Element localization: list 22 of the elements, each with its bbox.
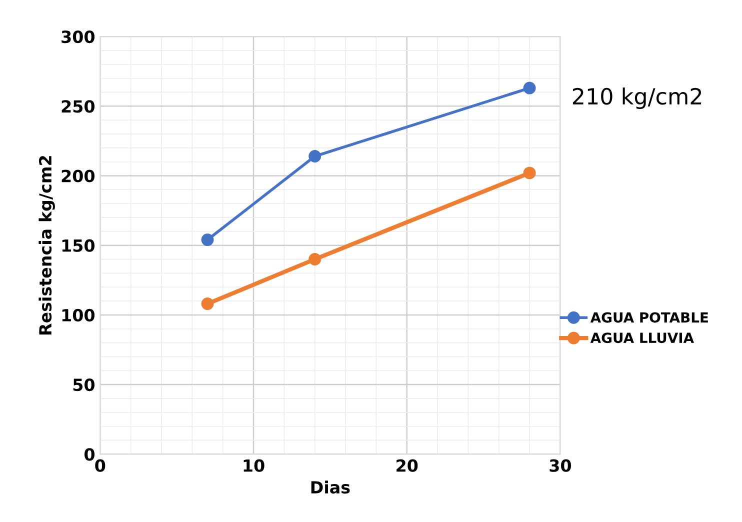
y-tick-label: 300 bbox=[62, 30, 95, 44]
x-tick-label: 0 bbox=[95, 459, 106, 472]
point bbox=[201, 298, 214, 310]
y-axis-title: Resistencia kg/cm2 bbox=[38, 156, 55, 335]
y-tick-label: 150 bbox=[62, 239, 95, 252]
x-tick-label: 30 bbox=[550, 459, 572, 472]
text: 210 kg/cm2 bbox=[572, 88, 702, 110]
y-tick-label: 200 bbox=[62, 170, 95, 182]
y-tick-label: 100 bbox=[62, 308, 95, 322]
legend-label: AGUA POTABLE bbox=[590, 312, 708, 323]
point bbox=[523, 82, 536, 94]
x-tick-label: 10 bbox=[244, 459, 264, 472]
y-tick-label: 50 bbox=[73, 378, 95, 392]
point bbox=[201, 234, 214, 246]
x-tick-label: 20 bbox=[396, 459, 418, 472]
y-tick-label: 0 bbox=[84, 448, 95, 461]
point bbox=[308, 150, 322, 162]
y-tick-label: 250 bbox=[62, 100, 95, 113]
legend-label: AGUA LLUVIA bbox=[590, 332, 694, 344]
point bbox=[523, 166, 536, 180]
x-axis-title: Dias bbox=[311, 480, 350, 494]
point bbox=[308, 253, 322, 266]
